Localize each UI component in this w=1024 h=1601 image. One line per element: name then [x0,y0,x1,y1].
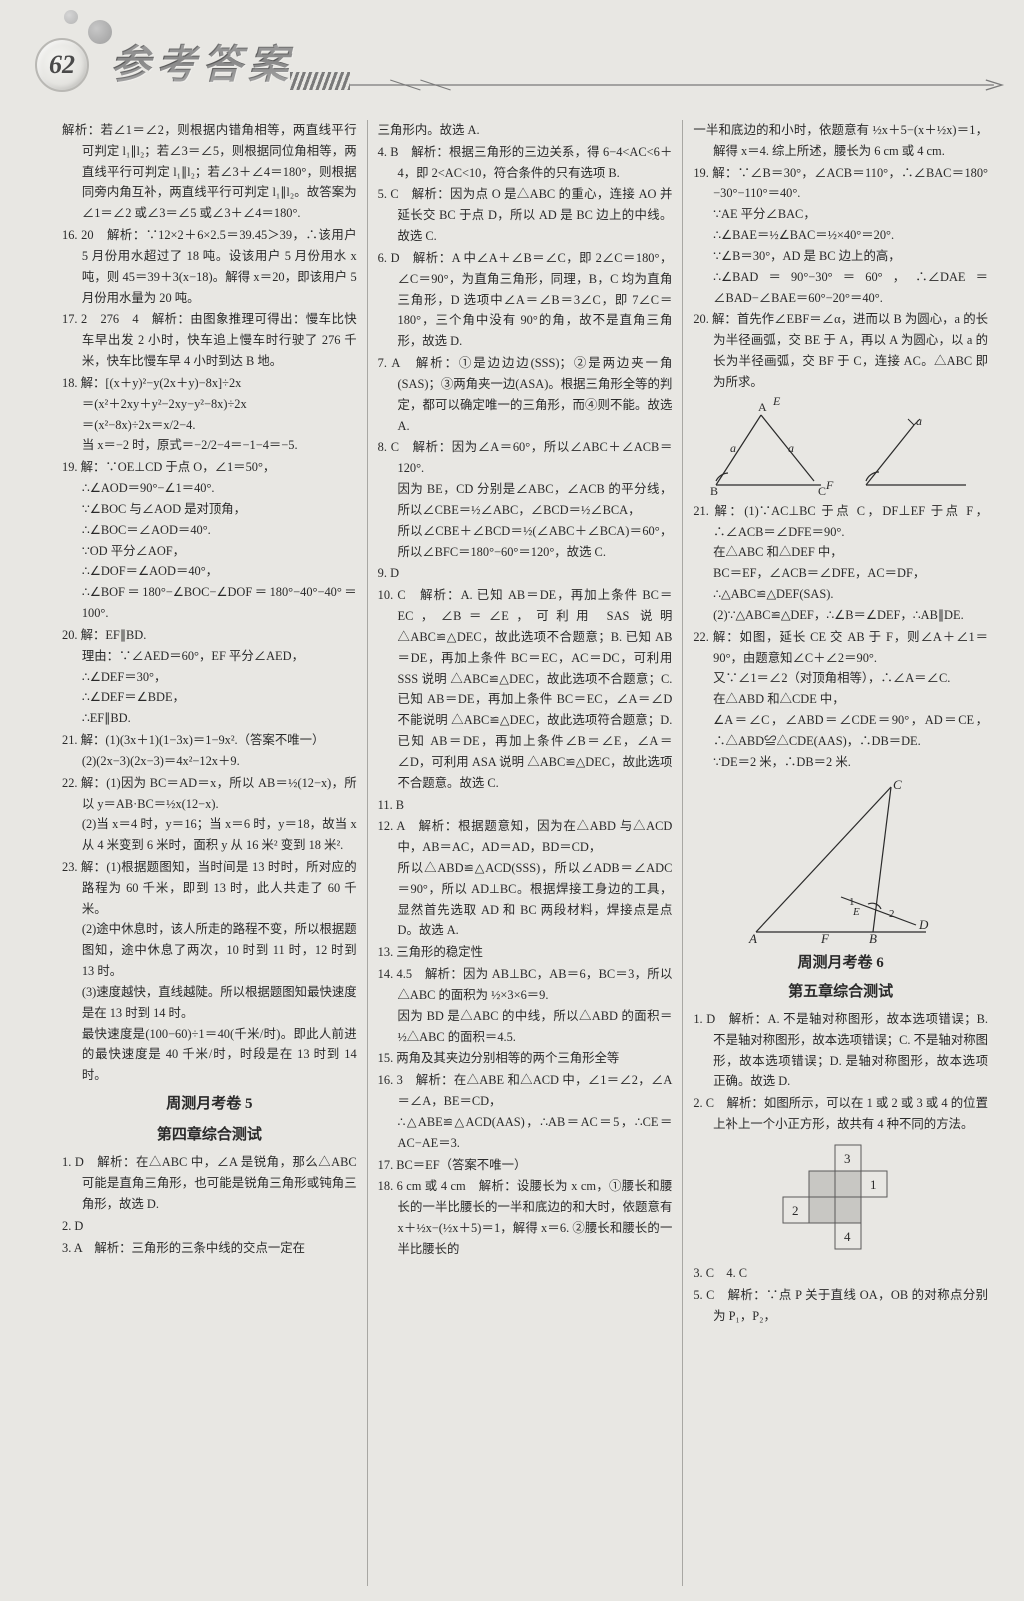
section6-q1: 1. D 解析：A. 不是轴对称图形，故本选项错误；B. 不是轴对称图形，故本选… [713,1009,988,1092]
svg-text:2: 2 [889,908,895,920]
section6-q5: 5. C 解析：∵点 P 关于直线 OA，OB 的对称点分别为 P₁，P₂， [713,1285,988,1327]
answer-23: 23. 解：(1)根据题图知，当时间是 13 时时，所对应的路程为 60 千米，… [82,857,357,1086]
decorative-circle-small [64,10,78,24]
answer-17: 17. 2 276 4 解析：由图象推理可得出：慢车比快车早出发 2 小时，快车… [82,309,357,371]
figure-grid-squares: 3 1 2 4 [693,1139,988,1259]
section5-q18: 18. 6 cm 或 4 cm 解析：设腰长为 x cm，①腰长和腰长的一半比腰… [398,1176,673,1259]
section5-q15: 15. 两角及其夹边分别相等的两个三角形全等 [398,1048,673,1069]
content-area: 解析：若∠1＝∠2，则根据内错角相等，两直线平行可判定 l₁∥l₂；若∠3＝∠5… [0,120,1024,1598]
section5-q12: 12. A 解析：根据题意知，因为在△ABD 与△ACD 中，AB＝AC，AD＝… [398,816,673,941]
section5-q7: 7. A 解析：①是边边边(SSS)；②是两边夹一角(SAS)；③两角夹一边(A… [398,353,673,436]
section5-q19: 19. 解：∵∠B＝30°，∠ACB＝110°，∴∠BAC＝180°−30°−1… [713,163,988,309]
section5-q2: 2. D [82,1216,357,1237]
section6-q2: 2. C 解析：如图所示，可以在 1 或 2 或 3 或 4 的位置上补上一个小… [713,1093,988,1135]
section5-q18-cont: 一半和底边的和小时，依题意有 ½x＋5−(x＋½x)＝1，解得 x＝4. 综上所… [713,120,988,162]
section5-q22: 22. 解：如图，延长 CE 交 AB 于 F，则∠A＋∠1＝90°，由题意知∠… [713,627,988,773]
svg-text:1: 1 [849,896,855,908]
svg-text:a: a [788,441,794,455]
figure-triangle-construction: B A E C F a a a [693,397,988,497]
svg-text:C: C [893,777,902,792]
section5-q17: 17. BC＝EF（答案不唯一） [398,1155,673,1176]
svg-text:B: B [710,484,718,497]
section5-q8: 8. C 解析：因为∠A＝60°，所以∠ABC＋∠ACB＝120°. 因为 BE… [398,437,673,562]
svg-text:F: F [825,478,834,492]
section5-q3-cont: 三角形内。故选 A. [398,120,673,141]
section5-q6: 6. D 解析：A 中∠A＋∠B＝∠C，即 2∠C＝180°，∠C＝90°，为直… [398,248,673,352]
svg-text:2: 2 [792,1203,799,1218]
svg-text:1: 1 [870,1177,877,1192]
svg-text:4: 4 [844,1229,851,1244]
svg-text:A: A [748,931,757,946]
section-6-title-2: 第五章综合测试 [693,980,988,1005]
section-5-title-1: 周测月考卷 5 [62,1092,357,1117]
svg-text:B: B [869,931,877,946]
svg-text:D: D [918,917,929,932]
header-arrow-icon [350,78,1014,92]
section5-q14: 14. 4.5 解析：因为 AB⊥BC，AB＝6，BC＝3，所以△ABC 的面积… [398,964,673,1047]
column-1: 解析：若∠1＝∠2，则根据内错角相等，两直线平行可判定 l₁∥l₂；若∠3＝∠5… [52,120,367,1586]
answer-22: 22. 解：(1)因为 BC＝AD＝x，所以 AB＝½(12−x)，所以 y＝A… [82,773,357,856]
section5-q21: 21. 解：(1)∵AC⊥BC 于点 C，DF⊥EF 于点 F，∴∠ACB＝∠D… [713,501,988,626]
svg-text:C: C [818,484,826,497]
section5-q10: 10. C 解析：A. 已知 AB＝DE，再加上条件 BC＝EC，∠B＝∠E，可… [398,585,673,793]
section5-q4: 4. B 解析：根据三角形的三边关系，得 6−4<AC<6＋4，即 2<AC<1… [398,142,673,184]
answer-21: 21. 解：(1)(3x＋1)(1−3x)＝1−9x².（答案不唯一） (2)(… [82,730,357,772]
svg-text:a: a [916,414,922,428]
answer-text: 解析：若∠1＝∠2，则根据内错角相等，两直线平行可判定 l₁∥l₂；若∠3＝∠5… [82,120,357,224]
section5-q1: 1. D 解析：在△ABC 中，∠A 是锐角，那么△ABC 可能是直角三角形，也… [82,1152,357,1214]
answer-16: 16. 20 解析：∵12×2＋6×2.5＝39.45＞39，∴该用户 5 月份… [82,225,357,308]
section-5-title-2: 第四章综合测试 [62,1123,357,1148]
svg-text:F: F [820,931,830,946]
svg-text:3: 3 [844,1151,851,1166]
page-header: 62 参考答案 [0,0,1024,120]
figure-triangle-afb: A F B C D E 1 2 [693,777,988,947]
answer-18: 18. 解：[(x＋y)²−y(2x＋y)−8x]÷2x ＝(x²＋2xy＋y²… [82,373,357,456]
section5-q5: 5. C 解析：因为点 O 是△ABC 的重心，连接 AO 并延长交 BC 于点… [398,184,673,246]
page-number: 62 [35,38,89,92]
decorative-circle-medium [88,20,112,44]
section-6-title-1: 周测月考卷 6 [693,951,988,976]
header-stripes [290,72,350,90]
svg-text:A: A [758,400,767,414]
svg-text:a: a [730,441,736,455]
section5-q16: 16. 3 解析：在△ABE 和△ACD 中，∠1＝∠2，∠A＝∠A，BE＝CD… [398,1070,673,1153]
column-3: 一半和底边的和小时，依题意有 ½x＋5−(x＋½x)＝1，解得 x＝4. 综上所… [682,120,998,1586]
section5-q11: 11. B [398,795,673,816]
page-title: 参考答案 [110,32,294,90]
svg-text:E: E [772,397,781,408]
answer-19: 19. 解：∵OE⊥CD 于点 O，∠1＝50°， ∴∠AOD＝90°−∠1＝4… [82,457,357,624]
section6-q3-4: 3. C 4. C [713,1263,988,1284]
section5-q9: 9. D [398,563,673,584]
section5-q20: 20. 解：首先作∠EBF＝∠α，进而以 B 为圆心，a 的长为半径画弧，交 B… [713,309,988,392]
section5-q13: 13. 三角形的稳定性 [398,942,673,963]
column-2: 三角形内。故选 A. 4. B 解析：根据三角形的三边关系，得 6−4<AC<6… [367,120,683,1586]
section5-q3: 3. A 解析：三角形的三条中线的交点一定在 [82,1238,357,1259]
answer-20: 20. 解：EF∥BD. 理由：∵∠AED＝60°，EF 平分∠AED， ∴∠D… [82,625,357,729]
